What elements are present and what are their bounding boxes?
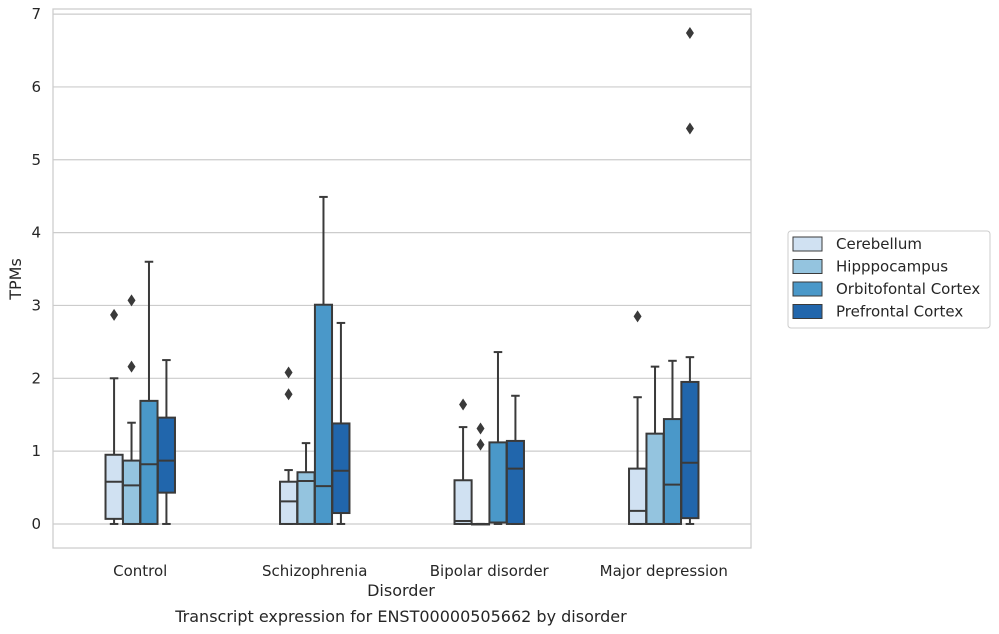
plot-area-frame [52, 8, 752, 549]
outlier-point-1 [476, 422, 485, 435]
box-3-0 [156, 359, 176, 525]
x-tick-label-1: Schizophrenia [262, 562, 367, 580]
x-tick-label-0: Control [113, 562, 167, 580]
outlier-point-0 [110, 308, 119, 321]
box-body [505, 439, 525, 525]
x-tick-labels: Control Schizophrenia Bipolar disorder Majo… [113, 562, 728, 580]
outlier-point-0 [685, 122, 694, 135]
y-tick-label-7: 7 [31, 5, 41, 23]
legend-frame [787, 230, 991, 329]
x-tick-label-3: Major depression [600, 562, 728, 580]
y-tick-label-1: 1 [31, 442, 41, 460]
y-tick-label-3: 3 [31, 296, 41, 314]
box-body [121, 459, 142, 525]
series-0 [104, 308, 648, 525]
box-3-2 [505, 394, 525, 525]
box-1-2 [470, 422, 491, 526]
box-body [488, 441, 508, 524]
box-series-layer [104, 27, 700, 526]
x-tick-label-2: Bipolar disorder [430, 562, 550, 580]
legend: Cerebellum Hipppocampus Orbitofontal Corte… [787, 230, 991, 329]
outlier-point-0 [284, 388, 293, 401]
outlier-point-1 [685, 27, 694, 40]
box-body [662, 418, 683, 525]
y-tick-label-6: 6 [31, 78, 41, 96]
outlier-point-1 [284, 366, 293, 379]
series-3 [156, 27, 700, 525]
y-axis-label: TPMs [6, 258, 25, 301]
legend-swatch-2 [792, 281, 823, 297]
box-0-3 [628, 310, 648, 525]
series-2 [139, 195, 683, 525]
legend-label-0: Cerebellum [836, 235, 922, 253]
outlier-point-0 [476, 438, 485, 451]
x-axis-label: Disorder [367, 581, 435, 600]
box-body [139, 399, 159, 525]
box-0-1 [279, 366, 299, 525]
legend-swatch-0 [792, 236, 823, 252]
y-tick-label-2: 2 [31, 369, 41, 387]
box-2-1 [313, 195, 334, 525]
outlier-point-0 [127, 360, 136, 373]
box-body [156, 416, 176, 494]
legend-swatch-1 [792, 259, 823, 274]
box-body [104, 453, 124, 520]
y-tick-label-5: 5 [31, 151, 41, 169]
legend-swatch-3 [792, 304, 823, 319]
box-0-2 [453, 398, 473, 525]
box-body [645, 432, 665, 525]
series-1 [121, 294, 665, 526]
outlier-point-0 [633, 310, 642, 323]
outlier-point-0 [459, 398, 468, 411]
legend-label-2: Orbitofontal Cortex [836, 280, 980, 298]
box-2-3 [662, 359, 683, 525]
y-tick-label-4: 4 [31, 224, 41, 242]
legend-label-3: Prefrontal Cortex [836, 303, 963, 321]
chart-title: Transcript expression for ENST0000050566… [174, 607, 627, 626]
outlier-point-1 [127, 294, 136, 307]
legend-label-1: Hipppocampus [836, 258, 948, 276]
box-body [331, 422, 351, 515]
box-0-0 [104, 308, 124, 525]
box-3-3 [680, 27, 700, 525]
box-body [628, 467, 648, 525]
box-body [313, 303, 334, 525]
y-tick-labels: 0 1 2 3 4 5 6 7 [31, 5, 41, 533]
legend-items: Cerebellum Hipppocampus Orbitofontal Corte… [792, 235, 980, 321]
box-body [279, 480, 299, 525]
box-body [453, 479, 473, 525]
box-1-3 [645, 365, 665, 525]
box-3-1 [331, 321, 351, 525]
box-body [680, 380, 700, 520]
box-1-1 [296, 442, 316, 525]
box-2-0 [139, 260, 159, 525]
y-tick-label-0: 0 [31, 515, 41, 533]
box-1-0 [121, 294, 142, 525]
